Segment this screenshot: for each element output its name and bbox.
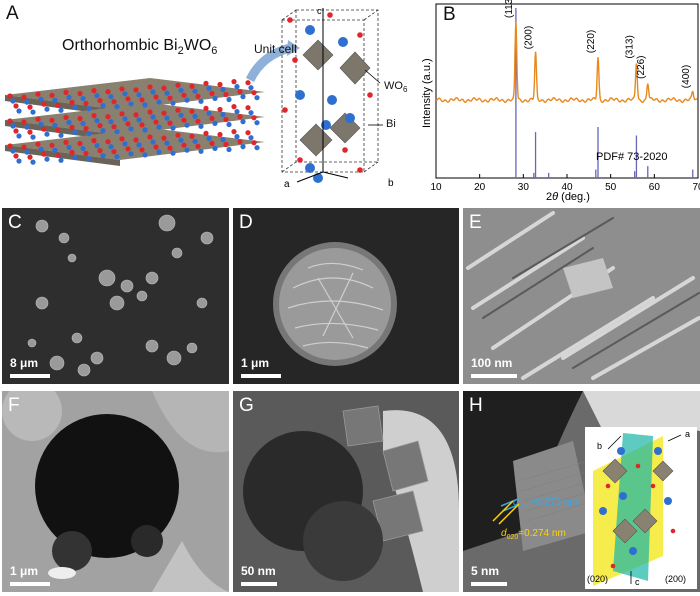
peak-label: (226) [636,55,647,78]
peak-label: (400) [681,65,692,88]
inset-axis-b: b [597,441,603,451]
bi-atom [295,90,305,100]
wo6-octahedra [299,39,371,157]
panel-label-h: H [469,395,483,416]
bi-atom [305,25,315,35]
panel-g: G 50 nm [233,391,459,592]
scale-bar-f: 1 μm [10,560,70,586]
reference-label: PDF# 73-2020 [596,151,668,163]
o-atom [357,167,363,173]
tem-image-f [2,391,229,592]
unit-cell-text: Unit cell [254,42,297,56]
panel-label-b: B [443,4,456,25]
bi-atom [345,113,355,123]
panel-h: H d200=0.273 nm d020=0.274 nm b a c (020… [463,391,700,592]
x-tick-label: 50 [605,182,617,193]
peak-label: (220) [586,30,597,53]
bi-atom [338,37,348,47]
x-axis-label: 2θ (deg.) [546,191,590,203]
plane-label-020: (020) [587,574,609,584]
axis-b-label: b [388,178,394,189]
sem-image-e [466,211,700,380]
peak-label: (313) [624,35,635,58]
x-ticks: 10 20 30 40 50 60 70 [430,174,700,193]
o-atom [297,157,303,163]
cell-axes [296,8,349,183]
tem-image-g [243,405,459,592]
scale-bar-e: 100 nm [471,352,541,378]
crystal-title: Orthorhombic Bi2WO6 [62,37,218,58]
panel-label-f: F [8,395,20,416]
d020-label: d020=0.274 nm [501,528,566,541]
o-atom [327,12,333,18]
panel-label-a: A [6,3,19,24]
o-atom [287,17,293,23]
x-tick-label: 20 [474,182,486,193]
unit-cell-box [281,9,379,173]
bi-atom [327,95,337,105]
scale-bar-g: 50 nm [241,560,301,586]
layered-crystal-structure: c a b [5,6,394,190]
peak-label: (200) [524,26,535,49]
panel-e: E 100 nm [463,208,700,384]
panel-a: A Orthorhombic Bi2WO6 [0,0,418,198]
panel-label-d: D [239,212,253,233]
x-tick-label: 40 [561,182,573,193]
x-tick-label: 10 [430,182,442,193]
bi-atom [313,173,323,183]
scale-bar-d: 1 μm [241,352,301,378]
xrd-chart: (113) (200) (220) (313)(226) (400) 10 20 30 40 5… [421,0,700,203]
panel-c: C 8 μm [2,208,229,384]
scale-bar-h: 5 nm [471,560,521,586]
x-tick-label: 30 [518,182,530,193]
o-atom [292,57,298,63]
inset-axis-c: c [635,577,640,587]
series-line [435,21,699,104]
panel-label-e: E [469,212,482,233]
plane-label-200: (200) [665,574,687,584]
x-tick-label: 60 [649,182,661,193]
peak-labels: (113) (200) (220) (313)(226) (400) [504,0,692,88]
unit-cell-arrow [245,43,292,83]
wo6-label: WO6 [384,80,408,95]
d200-label: d200=0.273 nm [513,497,578,510]
inset-axis-a: a [685,429,691,439]
panel-f: F 1 μm [2,391,229,592]
bi-atom [305,163,315,173]
unit-cell-atoms [282,12,373,183]
sem-image-c [27,214,214,377]
y-axis-label: Intensity (a.u.) [421,58,433,128]
panel-label-g: G [239,395,254,416]
o-atom [357,32,363,38]
panel-b: B (113) (200) (220) (313) (226) (400) 10 20 30 4… [418,0,700,205]
panel-label-c: C [8,212,22,233]
axis-a-label: a [284,179,290,190]
o-atom [367,92,373,98]
panel-d: D 1 μm [233,208,459,384]
axis-c-label: c [317,6,322,16]
peak-label: (113) [504,0,515,18]
inset-atoms [599,447,676,569]
x-tick-label: 70 [692,182,700,193]
atom-pattern [7,79,260,165]
o-atom [282,107,288,113]
sem-image-d [273,242,397,366]
o-atom [342,147,348,153]
scale-bar-c: 8 μm [10,352,70,378]
hrtem-image-h [463,391,700,589]
bi-label: Bi [386,118,396,130]
